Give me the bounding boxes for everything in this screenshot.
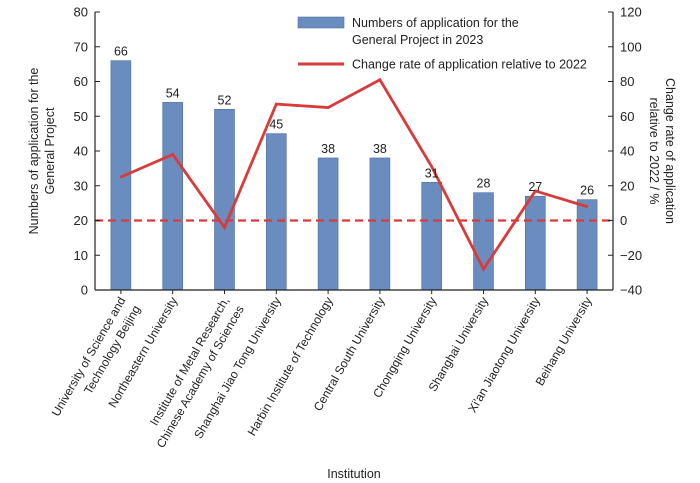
bar-data-label-1: 54 [166, 86, 180, 100]
left-axis-title: Numbers of application for the General Pr… [27, 68, 57, 235]
x-tick-label-group-9: Beihang University [533, 295, 595, 389]
bar-8 [524, 195, 546, 291]
bar-3 [265, 133, 287, 291]
bar-data-label-2: 52 [218, 93, 232, 107]
data-labels-layer: 66 54 52 45 38 38 31 28 27 26 [114, 45, 594, 198]
bar-7 [473, 192, 494, 291]
right-tick-label-3: 20 [620, 178, 634, 193]
right-tick-label-4: 40 [620, 144, 634, 159]
line-point-8 [534, 189, 537, 193]
bar-9 [576, 199, 598, 291]
line-point-9 [585, 205, 589, 208]
line-point-3 [275, 102, 278, 106]
line-point-2 [223, 226, 226, 229]
line-point-4 [326, 106, 330, 109]
left-tick-label-3: 30 [74, 178, 88, 193]
right-tick-label-8: 120 [620, 5, 642, 20]
left-tick-label-7: 70 [74, 39, 88, 54]
right-axis-title: Change rate of applicationrelative to 20… [647, 78, 677, 224]
legend-line-label: Change rate of application relative to 2… [352, 58, 587, 72]
right-axis-title-group: Change rate of applicationrelative to 20… [647, 78, 677, 224]
line-point-0 [119, 175, 123, 179]
bar-data-label-0: 66 [114, 45, 128, 59]
left-tick-label-1: 10 [74, 248, 88, 263]
right-tick-label-6: 80 [620, 74, 634, 89]
change-rate-line [120, 77, 588, 272]
legend-bar-label: Numbers of application for the General Pr… [352, 16, 519, 47]
line-series-layer [119, 77, 589, 272]
bar-4 [317, 157, 339, 291]
bar-data-label-3: 45 [269, 118, 283, 132]
left-tick-label-2: 20 [74, 213, 88, 228]
right-tick-label-1: −20 [620, 248, 642, 263]
left-tick-label-4: 40 [74, 144, 88, 159]
left-tick-label-0: 0 [81, 283, 88, 298]
right-tick-label-0: −40 [620, 283, 642, 298]
bar-data-label-5: 38 [373, 142, 387, 156]
left-tick-label-6: 60 [74, 74, 88, 89]
left-tick-label-5: 50 [74, 109, 88, 124]
line-point-6 [430, 165, 433, 168]
bar-2 [214, 109, 235, 291]
line-point-1 [171, 153, 174, 156]
bar-data-label-8: 27 [528, 180, 542, 194]
x-axis-title: Institution [327, 467, 381, 481]
legend-bar-swatch [297, 16, 345, 29]
right-tick-label-2: 0 [620, 213, 627, 228]
legend: Numbers of application for the General Pr… [297, 16, 587, 72]
bar-data-label-9: 26 [580, 184, 594, 198]
left-axis-title-group: Numbers of application for the General Pr… [27, 68, 57, 235]
left-tick-label-8: 80 [74, 5, 88, 20]
line-point-5 [378, 78, 382, 81]
bar-6 [421, 181, 443, 291]
bar-5 [369, 157, 391, 291]
bar-1 [162, 102, 183, 291]
bar-data-label-6: 31 [425, 166, 439, 180]
right-tick-label-5: 60 [620, 109, 634, 124]
right-tick-label-7: 100 [620, 39, 642, 54]
x-tick-label-9: Beihang University [533, 295, 595, 389]
bar-data-label-7: 28 [477, 177, 491, 191]
line-point-7 [482, 267, 485, 271]
bar-data-label-4: 38 [321, 142, 335, 156]
